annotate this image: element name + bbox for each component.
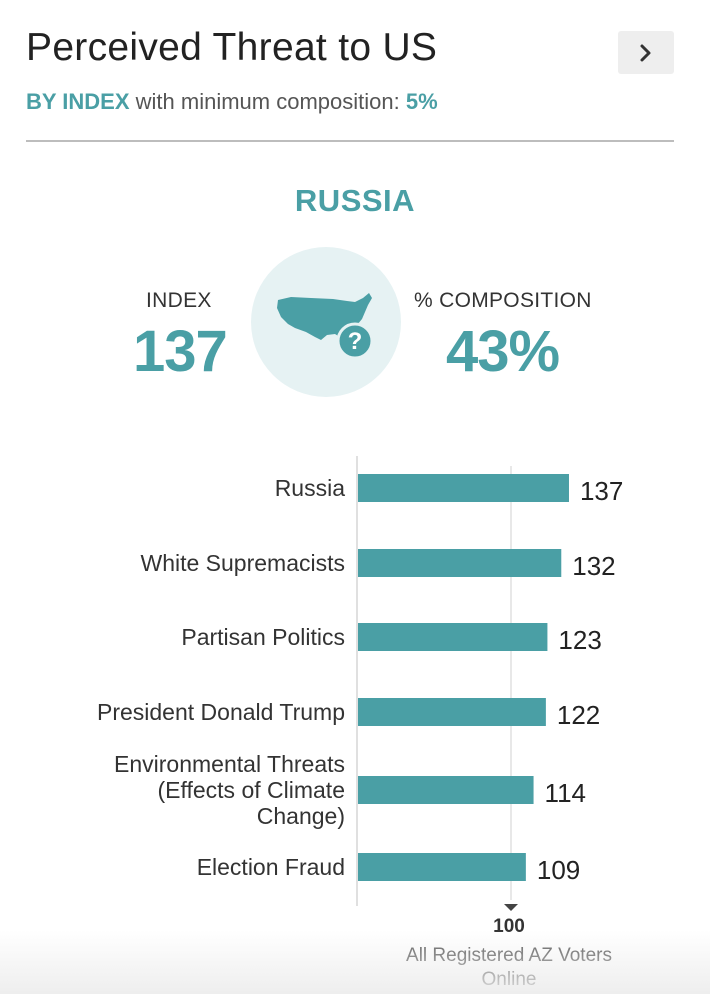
selected-category: RUSSIA	[294, 183, 416, 218]
subtitle: BY INDEX with minimum composition: 5%	[26, 89, 438, 115]
bar	[358, 853, 526, 881]
reference-caption: All Registered AZ Voters	[406, 945, 612, 966]
subtitle-text: with minimum composition:	[135, 89, 400, 114]
chevron-right-icon	[640, 44, 651, 61]
subtitle-min-value[interactable]: 5%	[405, 89, 438, 114]
category-label: White Supremacists	[140, 550, 345, 576]
value-label: 109	[537, 855, 580, 885]
value-label: 114	[545, 778, 586, 808]
composition-value: 43%	[446, 319, 560, 384]
category-label: Environmental Threats	[114, 751, 345, 777]
category-label: Partisan Politics	[181, 624, 345, 650]
bar	[358, 623, 548, 651]
composition-label: % COMPOSITION	[414, 289, 592, 312]
us-map-question-icon: ?	[251, 247, 401, 397]
next-button[interactable]	[618, 31, 674, 74]
bar	[358, 549, 562, 577]
category-label: Russia	[275, 475, 346, 501]
value-label: 132	[572, 551, 615, 581]
reference-marker-icon	[504, 904, 518, 911]
bar	[358, 776, 534, 804]
category-label: (Effects of Climate	[158, 777, 345, 803]
reference-caption: Online	[482, 969, 537, 990]
category-label: President Donald Trump	[97, 699, 345, 725]
value-label: 137	[580, 476, 623, 506]
subtitle-mode[interactable]: BY INDEX	[26, 89, 130, 114]
reference-value-label: 100	[493, 916, 525, 937]
value-label: 123	[558, 625, 601, 655]
value-label: 122	[557, 700, 600, 730]
index-value: 137	[133, 319, 228, 384]
category-label: Election Fraud	[197, 854, 345, 880]
index-label: INDEX	[146, 289, 212, 312]
page-title: Perceived Threat to US	[26, 26, 438, 69]
bar	[358, 474, 569, 502]
bar	[358, 698, 546, 726]
divider	[26, 140, 674, 142]
category-label: Change)	[257, 803, 345, 829]
svg-text:?: ?	[348, 328, 363, 355]
